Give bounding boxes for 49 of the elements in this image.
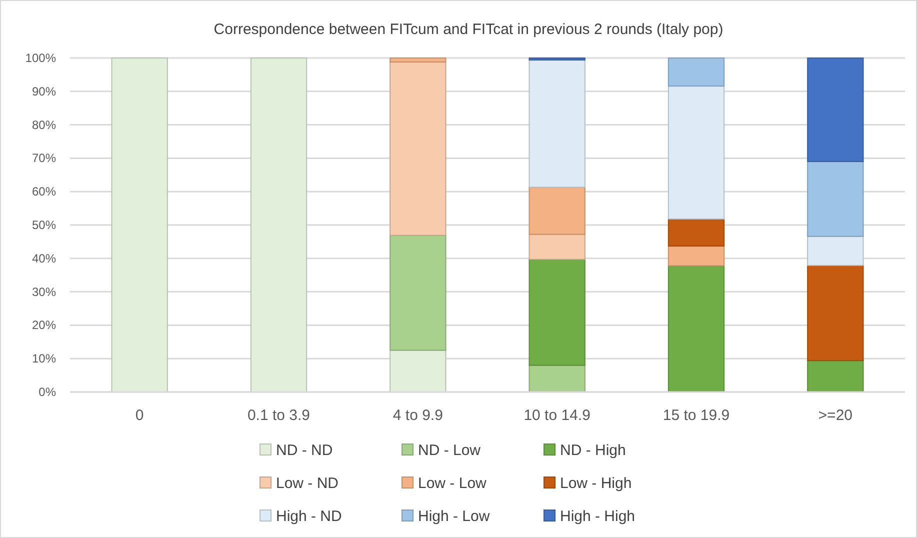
bar [668,265,725,392]
bar [528,58,586,61]
x-tick-label: >=20 [818,407,853,424]
bar [807,161,864,237]
x-tick-label: 15 to 19.9 [662,407,730,424]
x-tick-label: 10 to 14.9 [524,407,590,424]
bar [111,58,168,392]
y-tick-label: 10% [32,352,56,366]
bar [390,234,446,351]
bar [807,58,864,162]
y-tick-label: 60% [32,184,56,199]
legend-label: High - High [560,508,636,525]
bar [807,360,864,392]
legend-label: Low - High [560,475,632,492]
bar [807,264,864,362]
bar [668,246,725,266]
bar [390,58,446,63]
x-tick-label: 4 to 9.9 [392,407,443,424]
bar [528,234,586,260]
legend-label: ND - Low [418,442,481,459]
y-tick-label: 80% [32,118,56,132]
y-tick-label: 30% [32,284,56,299]
y-tick-label: 20% [32,318,56,332]
legend-label: ND - ND [276,442,333,459]
y-tick-label: 0% [38,385,56,399]
chart-title: Correspondence between FITcum and FITcat in previous 2 rounds (Italy pop) [214,21,724,38]
bar [528,258,586,366]
bar [250,58,308,392]
bar [528,186,586,235]
legend-label: High - ND [276,508,342,525]
bar [668,86,725,220]
legend-label: High - Low [418,508,490,525]
bar [528,364,586,392]
y-tick-label: 100% [25,51,56,65]
x-tick-label: 0.1 to 3.9 [247,407,310,424]
legend-label: ND - High [560,442,626,459]
y-tick-label: 70% [32,151,56,166]
bar [807,236,864,266]
bar [668,218,725,247]
bar [668,58,725,87]
bar [390,350,446,392]
x-tick-label: 0 [135,407,144,424]
y-tick-label: 50% [32,218,56,232]
y-tick-label: 40% [32,251,56,266]
bar [390,62,446,236]
y-tick-label: 90% [32,84,56,98]
bar [528,60,586,188]
legend-label: Low - ND [276,475,339,492]
legend-label: Low - Low [418,475,487,492]
